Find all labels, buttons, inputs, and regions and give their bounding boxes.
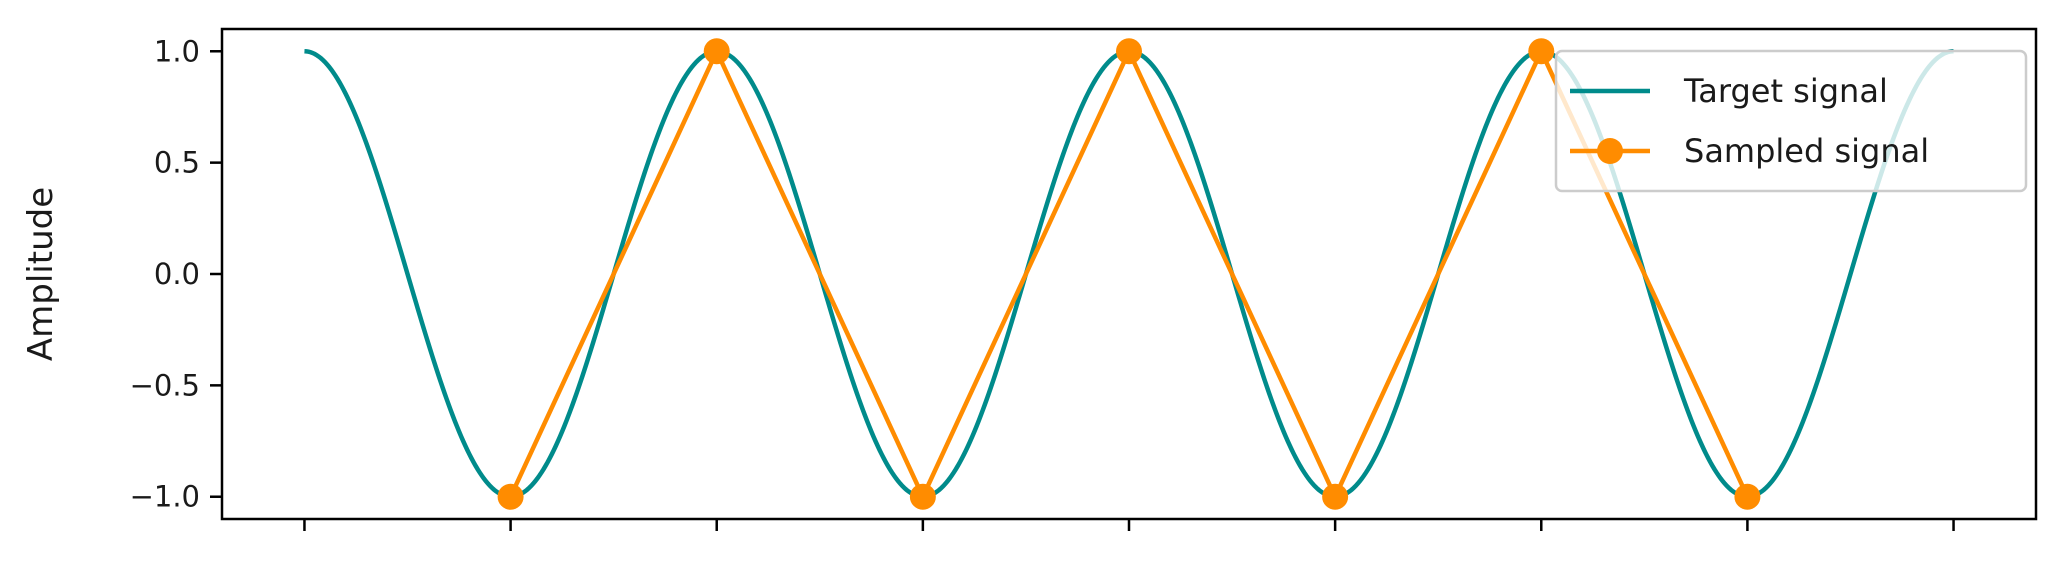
- legend-label-sampled-signal: Sampled signal: [1684, 132, 1929, 170]
- data-point-sampled-signal: [1322, 483, 1349, 510]
- legend-label-target-signal: Target signal: [1683, 72, 1888, 110]
- y-tick-label: −1.0: [130, 480, 200, 514]
- y-tick-label: 0.0: [154, 257, 200, 291]
- legend-marker-sampled-signal: [1597, 138, 1623, 164]
- data-point-sampled-signal: [1734, 483, 1761, 510]
- data-point-sampled-signal: [703, 38, 730, 65]
- y-tick-label: 0.5: [154, 146, 200, 180]
- y-axis-ticks: −1.0 −0.5 0.0 0.5 1.0: [130, 34, 222, 514]
- axes-frame: [220, 27, 2038, 521]
- x-axis-ticks: [303, 519, 1955, 531]
- y-tick-label: −0.5: [130, 368, 200, 402]
- data-point-sampled-signal: [1116, 38, 1142, 65]
- y-tick-label: 1.0: [154, 34, 200, 68]
- sampled-signal-markers: [497, 38, 1761, 510]
- y-axis-title: Amplitude: [21, 187, 61, 361]
- data-point-sampled-signal: [909, 483, 936, 510]
- plot-area: [304, 38, 1954, 510]
- legend: Target signal Sampled signal: [1554, 49, 2028, 193]
- legend-box: [1554, 49, 2028, 193]
- data-point-sampled-signal: [1528, 38, 1555, 65]
- data-point-sampled-signal: [497, 483, 524, 510]
